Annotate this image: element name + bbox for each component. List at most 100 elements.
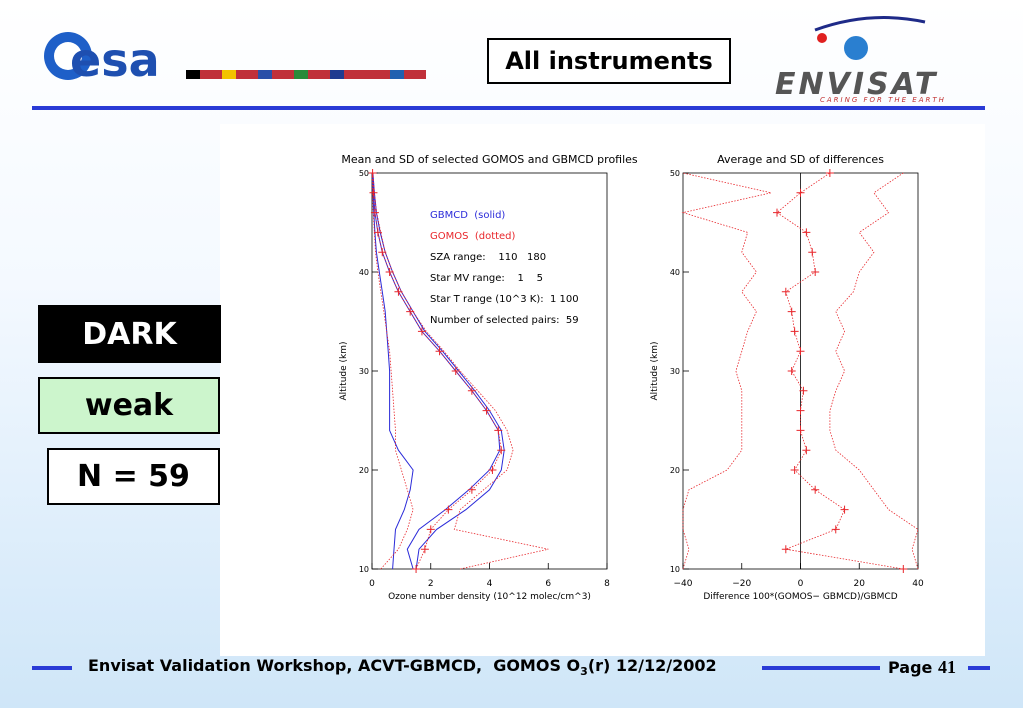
marker [467, 386, 476, 395]
footer-rule [968, 666, 990, 670]
annotation: Star MV range: 1 5 [430, 273, 543, 284]
y-tick-label: 20 [359, 466, 369, 475]
x-tick-label: 0 [798, 579, 804, 589]
legend-entry: GOMOS (dotted) [430, 231, 516, 242]
marker [796, 406, 805, 415]
tagline: CARING FOR THE EARTH [820, 96, 946, 104]
x-tick-label: 40 [912, 579, 924, 589]
page-number: Page 41 [888, 657, 956, 678]
flags [186, 70, 426, 79]
series-line [681, 172, 772, 570]
marker [385, 268, 394, 276]
marker [790, 327, 799, 336]
marker [426, 525, 435, 534]
footer-rule [762, 666, 880, 670]
x-tick-label: 20 [854, 579, 866, 589]
y-tick-label: 50 [670, 169, 680, 178]
footer-text: Envisat Validation Workshop, ACVT-GBMCD,… [88, 656, 717, 678]
marker [811, 268, 820, 276]
annotation: Star T range (10^3 K): 1 100 [430, 294, 579, 305]
x-tick-label: 4 [487, 579, 493, 589]
marker [796, 188, 805, 197]
marker [825, 169, 834, 177]
marker [494, 426, 503, 435]
marker [369, 188, 378, 197]
y-tick-label: 20 [670, 466, 680, 475]
x-tick-label: 2 [428, 579, 434, 589]
marker [444, 505, 453, 514]
page-num: 41 [937, 657, 956, 677]
esa-logo-mark [54, 42, 82, 70]
x-tick-label: 6 [545, 579, 551, 589]
y-tick-label: 30 [670, 367, 680, 376]
header-rule [32, 106, 985, 110]
marker [373, 228, 382, 237]
marker [790, 466, 799, 474]
marker [831, 525, 840, 534]
x-tick-label: 8 [604, 579, 610, 589]
envisat-logo: ENVISAT [775, 67, 938, 102]
x-axis-label: Ozone number density (10^12 molec/cm^3) [388, 592, 591, 602]
envisat-globe [844, 36, 868, 60]
envisat-dot [817, 33, 827, 43]
marker [840, 505, 849, 514]
marker [378, 248, 387, 257]
y-tick-label: 50 [359, 169, 369, 178]
marker [796, 347, 805, 356]
marker [787, 367, 796, 375]
footer-subscript: 3 [580, 665, 588, 679]
marker [808, 248, 817, 257]
marker [412, 565, 421, 573]
annotation: SZA range: 110 180 [430, 252, 546, 263]
label-dark: DARK [38, 305, 221, 363]
y-tick-label: 40 [670, 268, 680, 277]
esa-logo: esa [70, 33, 160, 87]
marker [787, 307, 796, 316]
annotation: Number of selected pairs: 59 [430, 315, 579, 326]
x-tick-label: −20 [732, 579, 751, 589]
series-line [776, 172, 904, 570]
marker [394, 287, 403, 296]
label-n: N = 59 [47, 448, 220, 505]
page-label: Page [888, 658, 933, 677]
y-tick-label: 10 [359, 565, 369, 574]
marker [435, 347, 444, 356]
marker [781, 545, 790, 554]
marker [811, 485, 820, 494]
marker [406, 307, 415, 316]
label-weak: weak [38, 377, 220, 434]
series-line [829, 172, 919, 570]
slide-title: All instruments [487, 38, 731, 84]
marker [370, 208, 379, 217]
marker [451, 367, 460, 375]
marker [497, 446, 506, 455]
series-line [372, 172, 549, 570]
footer-text: Envisat Validation Workshop, ACVT-GBMCD,… [88, 656, 581, 675]
marker [781, 287, 790, 296]
y-axis-label: Altitude (km) [650, 341, 660, 400]
marker [899, 565, 908, 573]
footer-rule [32, 666, 72, 670]
marker [467, 485, 476, 494]
y-tick-label: 40 [359, 268, 369, 277]
y-tick-label: 10 [670, 565, 680, 574]
legend-entry: GBMCD (solid) [430, 210, 505, 221]
footer-text: (r) 12/12/2002 [587, 656, 717, 675]
marker [482, 406, 491, 415]
chart-title: Average and SD of differences [717, 153, 884, 166]
marker [420, 545, 429, 554]
marker [796, 426, 805, 435]
marker [799, 386, 808, 395]
chart-panel [220, 124, 985, 656]
y-tick-label: 30 [359, 367, 369, 376]
marker [488, 466, 497, 474]
marker [802, 446, 811, 455]
marker [802, 228, 811, 237]
series-line [371, 172, 414, 570]
y-axis-label: Altitude (km) [339, 341, 349, 400]
envisat-arc [814, 16, 926, 32]
x-axis-label: Difference 100*(GOMOS− GBMCD)/GBMCD [703, 592, 897, 602]
marker [773, 208, 781, 217]
